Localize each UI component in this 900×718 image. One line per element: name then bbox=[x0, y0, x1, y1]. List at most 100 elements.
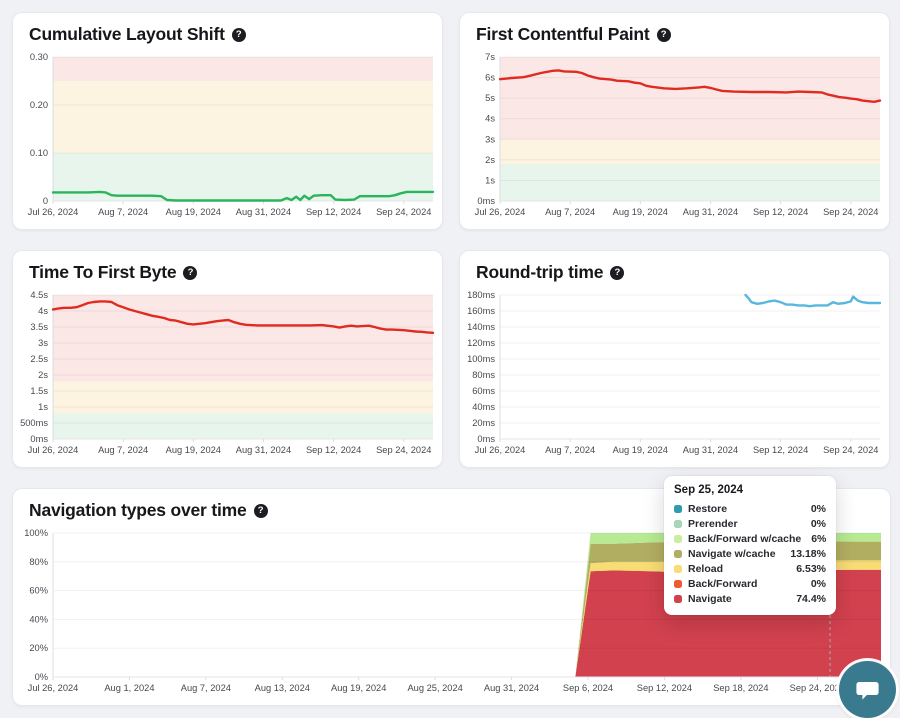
svg-text:0%: 0% bbox=[35, 672, 48, 682]
tooltip-row: Restore 0% bbox=[674, 501, 826, 516]
svg-text:0ms: 0ms bbox=[30, 434, 48, 444]
rtt-line-chart[interactable]: 180ms 160ms 140ms 120ms 100ms 80ms 60ms 40ms 20m… bbox=[460, 251, 889, 467]
svg-text:0: 0 bbox=[43, 196, 48, 206]
svg-text:Jul 26, 2024: Jul 26, 2024 bbox=[475, 207, 526, 217]
svg-text:3.5s: 3.5s bbox=[30, 322, 48, 332]
svg-text:Aug 31, 2024: Aug 31, 2024 bbox=[484, 683, 539, 693]
legend-swatch-icon bbox=[674, 504, 682, 513]
chart-tooltip: Sep 25, 2024 Restore 0% Prerender 0% Back/Fo… bbox=[664, 476, 836, 615]
card-title: Navigation types over time ? bbox=[29, 500, 268, 521]
svg-text:Jul 26, 2024: Jul 26, 2024 bbox=[28, 683, 79, 693]
svg-text:2.5s: 2.5s bbox=[30, 354, 48, 364]
tooltip-row-value: 6% bbox=[811, 532, 827, 545]
svg-text:1s: 1s bbox=[485, 175, 495, 185]
tooltip-row: Back/Forward 0% bbox=[674, 576, 826, 591]
help-icon[interactable]: ? bbox=[231, 27, 246, 42]
card-title-text: First Contentful Paint bbox=[476, 24, 650, 44]
legend-swatch-icon bbox=[674, 549, 682, 558]
svg-text:180ms: 180ms bbox=[467, 290, 495, 300]
legend-swatch-icon bbox=[674, 594, 682, 603]
card-title: Round-trip time ? bbox=[476, 262, 625, 283]
tooltip-row-label: Back/Forward w/cache bbox=[688, 532, 802, 545]
svg-text:Sep 24, 2024: Sep 24, 2024 bbox=[823, 207, 878, 217]
svg-text:4s: 4s bbox=[485, 114, 495, 124]
card-title: Cumulative Layout Shift ? bbox=[29, 24, 246, 45]
tooltip-row-value: 0% bbox=[810, 502, 826, 515]
svg-text:Aug 31, 2024: Aug 31, 2024 bbox=[236, 207, 291, 217]
svg-text:Sep 12, 2024: Sep 12, 2024 bbox=[753, 445, 808, 455]
svg-text:Sep 12, 2024: Sep 12, 2024 bbox=[306, 445, 361, 455]
svg-text:Aug 19, 2024: Aug 19, 2024 bbox=[613, 445, 668, 455]
svg-text:Jul 26, 2024: Jul 26, 2024 bbox=[28, 207, 79, 217]
svg-text:Aug 31, 2024: Aug 31, 2024 bbox=[683, 207, 738, 217]
svg-text:120ms: 120ms bbox=[467, 338, 495, 348]
legend-swatch-icon bbox=[674, 519, 682, 528]
svg-text:Aug 7, 2024: Aug 7, 2024 bbox=[545, 207, 595, 217]
tooltip-row: Navigate w/cache 13.18% bbox=[674, 546, 826, 561]
svg-text:60%: 60% bbox=[29, 586, 48, 596]
svg-text:7s: 7s bbox=[485, 52, 495, 62]
svg-text:0ms: 0ms bbox=[477, 196, 495, 206]
svg-text:Sep 24, 2024: Sep 24, 2024 bbox=[376, 207, 431, 217]
svg-text:3s: 3s bbox=[38, 338, 48, 348]
legend-swatch-icon bbox=[674, 564, 682, 573]
svg-text:Jul 26, 2024: Jul 26, 2024 bbox=[475, 445, 526, 455]
svg-text:40ms: 40ms bbox=[472, 402, 495, 412]
help-icon[interactable]: ? bbox=[253, 503, 268, 518]
svg-text:80ms: 80ms bbox=[472, 370, 495, 380]
svg-text:4.5s: 4.5s bbox=[30, 290, 48, 300]
svg-text:1.5s: 1.5s bbox=[30, 386, 48, 396]
svg-text:2s: 2s bbox=[485, 155, 495, 165]
svg-text:100%: 100% bbox=[24, 528, 48, 538]
help-icon[interactable]: ? bbox=[656, 27, 671, 42]
svg-text:Sep 18, 2024: Sep 18, 2024 bbox=[713, 683, 768, 693]
svg-text:Sep 12, 2024: Sep 12, 2024 bbox=[753, 207, 808, 217]
tooltip-row: Reload 6.53% bbox=[674, 561, 826, 576]
svg-text:Sep 6, 2024: Sep 6, 2024 bbox=[563, 683, 613, 693]
svg-text:Aug 25, 2024: Aug 25, 2024 bbox=[407, 683, 462, 693]
svg-text:Aug 7, 2024: Aug 7, 2024 bbox=[98, 207, 148, 217]
svg-text:Aug 19, 2024: Aug 19, 2024 bbox=[613, 207, 668, 217]
card-title-text: Navigation types over time bbox=[29, 500, 247, 520]
svg-text:140ms: 140ms bbox=[467, 322, 495, 332]
legend-swatch-icon bbox=[674, 534, 682, 543]
tooltip-rows: Restore 0% Prerender 0% Back/Forward w/cache… bbox=[674, 501, 826, 606]
tooltip-row: Navigate 74.4% bbox=[674, 591, 826, 606]
svg-text:Sep 12, 2024: Sep 12, 2024 bbox=[306, 207, 361, 217]
card-title: First Contentful Paint ? bbox=[476, 24, 671, 45]
card-title: Time To First Byte ? bbox=[29, 262, 198, 283]
chat-widget-button[interactable] bbox=[839, 661, 896, 718]
help-icon[interactable]: ? bbox=[610, 265, 625, 280]
card-navigation-types: Navigation types over time ? 100% 80% 60% 4… bbox=[12, 476, 891, 706]
svg-text:Sep 12, 2024: Sep 12, 2024 bbox=[637, 683, 692, 693]
help-icon[interactable]: ? bbox=[183, 265, 198, 280]
card-time-to-first-byte: Time To First Byte ? 4.5s 4s 3.5s 3s 2.5s 2s 1… bbox=[12, 250, 443, 468]
svg-text:3s: 3s bbox=[485, 134, 495, 144]
tooltip-row-value: 6.53% bbox=[796, 562, 826, 575]
svg-text:Jul 26, 2024: Jul 26, 2024 bbox=[28, 445, 79, 455]
svg-text:0ms: 0ms bbox=[477, 434, 495, 444]
legend-swatch-icon bbox=[674, 579, 682, 588]
card-title-text: Cumulative Layout Shift bbox=[29, 24, 225, 44]
svg-text:Aug 1, 2024: Aug 1, 2024 bbox=[104, 683, 154, 693]
card-first-contentful-paint: First Contentful Paint ? 7s 6s 5s 4s 3s 2s 1s 0… bbox=[459, 12, 890, 230]
tooltip-row-label: Restore bbox=[688, 502, 728, 515]
svg-text:Aug 19, 2024: Aug 19, 2024 bbox=[166, 445, 221, 455]
svg-text:Aug 7, 2024: Aug 7, 2024 bbox=[181, 683, 231, 693]
tooltip-row-label: Navigate w/cache bbox=[688, 547, 776, 560]
svg-text:0.30: 0.30 bbox=[30, 52, 48, 62]
svg-text:Aug 19, 2024: Aug 19, 2024 bbox=[331, 683, 386, 693]
tooltip-row-value: 0% bbox=[810, 517, 826, 530]
svg-text:2s: 2s bbox=[38, 370, 48, 380]
tooltip-date: Sep 25, 2024 bbox=[674, 484, 744, 496]
svg-text:160ms: 160ms bbox=[467, 306, 495, 316]
svg-text:500ms: 500ms bbox=[20, 418, 48, 428]
svg-text:80%: 80% bbox=[29, 557, 48, 567]
tooltip-row-value: 13.18% bbox=[790, 547, 826, 560]
card-cumulative-layout-shift: Cumulative Layout Shift ? 0.30 0.20 0.10 0 J… bbox=[12, 12, 443, 230]
card-round-trip-time: Round-trip time ? 180ms 160ms 140ms 120ms 10… bbox=[459, 250, 890, 468]
